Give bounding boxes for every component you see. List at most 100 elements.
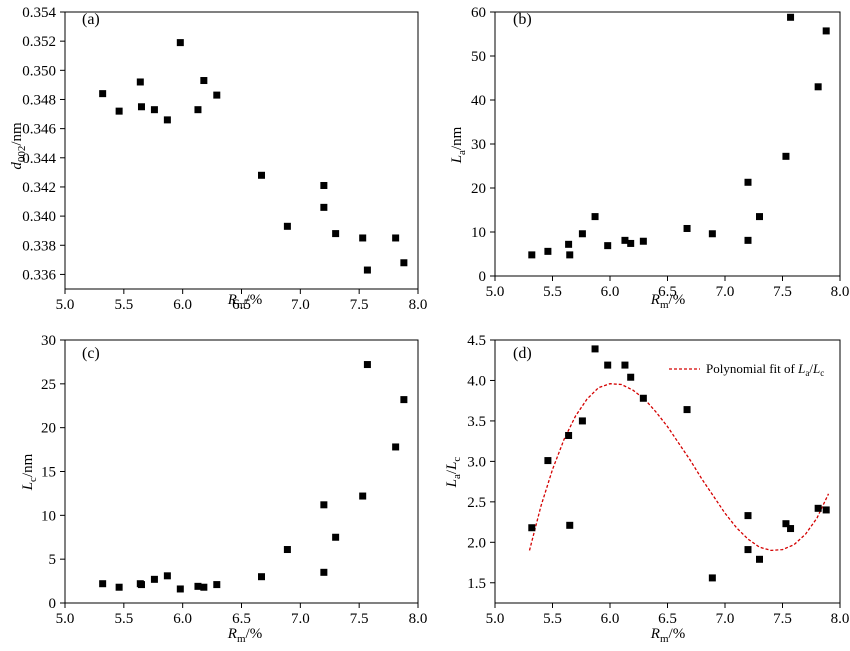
panel-a-data-point — [163, 116, 171, 124]
panel-d-data-point — [591, 345, 599, 353]
panel-a-y-tick-label: 0.336 — [22, 267, 56, 283]
panel-a-plot-frame — [64, 11, 419, 290]
panel-d-data-point — [814, 504, 822, 512]
panel-a-x-tick-label: 5.0 — [56, 297, 75, 313]
panel-a-data-point — [200, 77, 208, 85]
legend-sub-c: c — [820, 368, 824, 378]
panel-a-y-tick-label: 0.338 — [22, 238, 56, 254]
panel-c-data-point — [194, 582, 202, 590]
panel-b-x-tick-label: 7.5 — [773, 284, 792, 300]
panel-d-y-tick-label: 3.0 — [467, 454, 486, 470]
panel-a-x-axis-label: Rm/% — [227, 292, 262, 311]
panel-c-data-point — [176, 585, 184, 593]
panel-d-y-tick-label: 4.5 — [467, 333, 486, 349]
panel-a-data-point — [359, 234, 367, 242]
panel-a-y-tick-label: 0.354 — [22, 5, 56, 21]
panel-d-y-tick-label: 3.5 — [467, 414, 486, 430]
legend-sub-a: a — [805, 368, 809, 378]
panel-a-data-point — [115, 107, 123, 115]
panel-d-data-point — [544, 457, 552, 465]
panel-c-data-point — [258, 573, 266, 581]
panel-d-data-point — [565, 431, 573, 439]
panel-b-data-point — [591, 213, 599, 221]
panel-c-data-point — [392, 443, 400, 451]
panel-b-data-point — [782, 152, 790, 160]
panel-c-data-point — [115, 583, 123, 591]
panel-a-data-point — [176, 39, 184, 47]
panel-b-data-point — [565, 240, 573, 248]
panel-c-x-tick-label: 6.5 — [232, 611, 251, 627]
panel-a-data-point — [99, 90, 107, 98]
panel-b-data-point — [814, 83, 822, 91]
panel-c-y-tick-label: 15 — [41, 465, 56, 481]
panel-d-y-axis-label: La/Lc — [444, 457, 463, 489]
panel-b-y-tick-label: 10 — [471, 225, 486, 241]
panel-c-data-point — [320, 568, 328, 576]
panel-a-data-point — [136, 78, 144, 86]
panel-b-data-point — [604, 242, 612, 250]
panel-b-data-point — [627, 239, 635, 247]
panel-c-data-point — [200, 583, 208, 591]
panel-c-x-tick-label: 7.5 — [350, 611, 369, 627]
panel-a-x-tick-label: 7.5 — [350, 297, 369, 313]
panel-b-plot-frame — [494, 11, 841, 277]
panel-d-x-tick-label: 7.5 — [773, 611, 792, 627]
panel-d-data-point — [708, 574, 716, 582]
panel-b-data-point — [528, 251, 536, 259]
legend-fit-label: Polynomial fit of La/Lc — [706, 361, 824, 378]
panel-d-data-point — [744, 546, 752, 554]
panel-b-data-point — [744, 236, 752, 244]
panel-d-label: (d) — [513, 345, 532, 362]
panel-b-data-point — [566, 251, 574, 259]
panel-c-plot-frame — [64, 339, 419, 604]
panel-b-y-tick-label: 40 — [471, 93, 486, 109]
panel-b-data-point — [621, 236, 629, 244]
panel-c-x-tick-label: 5.0 — [56, 611, 75, 627]
panel-a-x-tick-label: 5.5 — [114, 297, 133, 313]
panel-c-data-point — [137, 581, 145, 589]
panel-a-y-tick-label: 0.346 — [22, 122, 56, 138]
panel-d-x-tick-label: 6.5 — [658, 611, 677, 627]
panel-d-y-tick-label: 2.5 — [467, 495, 486, 511]
panel-a-y-tick-label: 0.348 — [22, 92, 56, 108]
panel-a-x-tick-label: 6.0 — [173, 297, 192, 313]
panel-d-x-tick-label: 5.0 — [486, 611, 505, 627]
panel-c-data-point — [320, 501, 328, 509]
panel-a-y-axis-label: d002/nm — [9, 122, 28, 170]
panel-c-data-point — [213, 581, 221, 589]
panel-a-y-tick-label: 0.352 — [22, 34, 56, 50]
panel-c: (c) Rm/% Lc/nm 5.0 5.5 6.0 6.5 7.0 7.5 8.0 0 5 10… — [20, 333, 427, 645]
panel-d-x-tick-label: 6.0 — [601, 611, 620, 627]
panel-b-y-tick-label: 50 — [471, 49, 486, 65]
panel-d-x-tick-label: 5.5 — [543, 611, 562, 627]
panel-b-y-tick-label: 30 — [471, 137, 486, 153]
panel-a-y-tick-label: 0.342 — [22, 180, 56, 196]
panel-d-data-point — [621, 361, 629, 369]
panel-d-data-point — [528, 524, 536, 532]
panel-a-data-point — [363, 266, 371, 274]
panel-d-data-point — [756, 555, 763, 563]
panel-c-data-point — [359, 492, 367, 500]
panel-a-x-tick-label: 6.5 — [232, 297, 251, 313]
panel-b-y-tick-label: 20 — [471, 181, 486, 197]
panel-d-x-tick-label: 7.0 — [716, 611, 735, 627]
panel-c-y-tick-label: 5 — [49, 552, 57, 568]
panel-c-x-axis-label: Rm/% — [227, 626, 262, 645]
panel-a-data-point — [332, 230, 340, 238]
panel-a-data-point — [320, 203, 328, 211]
panel-b-data-point — [578, 230, 586, 238]
panel-a-x-tick-label: 8.0 — [409, 297, 428, 313]
panel-b-x-tick-label: 5.0 — [486, 284, 505, 300]
panel-a-x-tick-label: 7.0 — [291, 297, 310, 313]
panel-b-x-tick-label: 5.5 — [543, 284, 562, 300]
panel-b-data-point — [744, 178, 752, 186]
panel-a-data-point — [400, 259, 408, 267]
panel-b-data-point — [639, 237, 647, 245]
panel-c-y-tick-label: 20 — [41, 421, 56, 437]
panel-d-x-tick-label: 8.0 — [831, 611, 850, 627]
panel-c-data-point — [400, 396, 408, 404]
panel-b-y-tick-label: 0 — [479, 269, 487, 285]
panel-d-data-point — [639, 394, 647, 402]
panel-a-data-point — [194, 106, 202, 114]
